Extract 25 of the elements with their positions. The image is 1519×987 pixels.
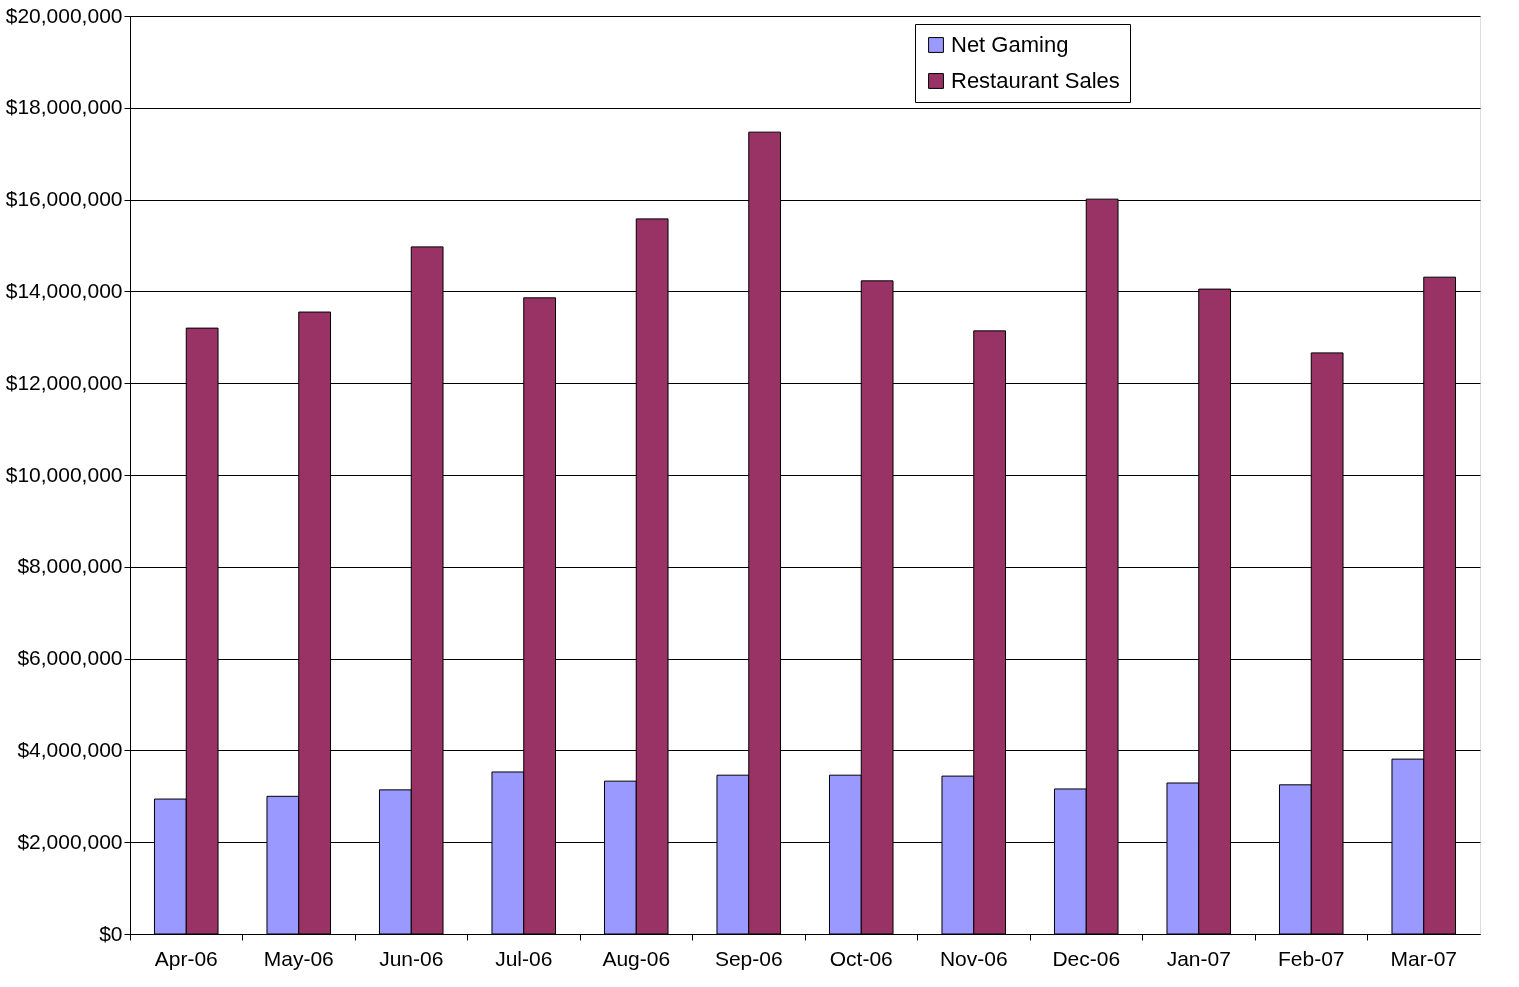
legend-label: Restaurant Sales — [951, 68, 1120, 93]
x-tick-label: Feb-07 — [1277, 946, 1345, 970]
x-tick-label: Jul-06 — [495, 946, 553, 970]
x-tick-label: May-06 — [263, 946, 334, 970]
y-tick-label: $2,000,000 — [17, 829, 123, 853]
y-tick-label: $10,000,000 — [5, 462, 123, 486]
x-tick-label: Nov-06 — [939, 946, 1008, 970]
y-tick-label: $14,000,000 — [5, 278, 123, 302]
x-tick-label: Dec-06 — [1052, 946, 1121, 970]
y-tick-label: $6,000,000 — [17, 646, 123, 670]
x-tick-label: Mar-07 — [1390, 946, 1458, 970]
y-tick-label: $12,000,000 — [5, 370, 123, 394]
legend-label: Net Gaming — [951, 32, 1069, 57]
x-tick-label: Sep-06 — [714, 946, 783, 970]
y-tick-label: $8,000,000 — [17, 554, 123, 578]
x-tick-label: Aug-06 — [602, 946, 671, 970]
x-tick-label: Oct-06 — [829, 946, 893, 970]
x-tick-label: Apr-06 — [154, 946, 218, 970]
y-tick-label: $20,000,000 — [5, 3, 123, 27]
y-tick-label: $18,000,000 — [5, 95, 123, 119]
y-tick-label: $0 — [99, 921, 123, 945]
x-tick-label: Jan-07 — [1166, 946, 1231, 970]
x-tick-label: Jun-06 — [379, 946, 444, 970]
y-tick-label: $4,000,000 — [17, 737, 123, 761]
y-tick-label: $16,000,000 — [5, 187, 123, 211]
